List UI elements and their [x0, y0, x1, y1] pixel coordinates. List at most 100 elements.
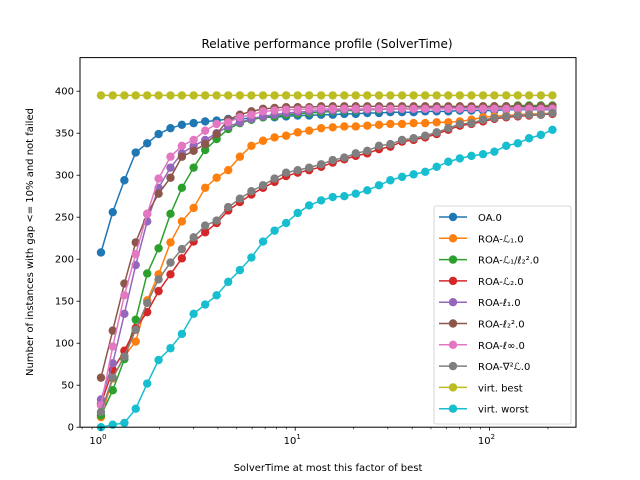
data-point — [351, 91, 360, 100]
data-point — [409, 104, 418, 114]
data-point — [340, 91, 349, 100]
data-point — [200, 145, 210, 155]
data-point — [212, 119, 221, 129]
data-point — [154, 189, 163, 198]
data-point — [304, 104, 314, 114]
data-point — [304, 201, 314, 210]
legend-item: OA.0 — [439, 212, 502, 224]
data-point — [189, 91, 198, 100]
data-point — [189, 163, 198, 172]
data-point — [478, 104, 488, 114]
data-point — [444, 91, 453, 100]
data-point — [247, 141, 256, 150]
data-point — [304, 163, 314, 172]
data-point — [548, 91, 557, 100]
data-point — [293, 128, 302, 137]
data-point — [281, 218, 291, 228]
data-point — [444, 118, 453, 127]
data-point — [455, 119, 465, 129]
data-point — [374, 120, 384, 129]
data-point — [166, 123, 175, 133]
data-point — [200, 300, 210, 309]
series-line — [100, 105, 553, 378]
data-point — [247, 110, 256, 119]
data-point — [513, 139, 523, 148]
data-point — [536, 130, 546, 140]
legend-item: ROA-ℒ₂.0 — [439, 276, 524, 288]
data-point — [142, 91, 152, 100]
data-point — [281, 91, 291, 100]
data-point — [177, 183, 187, 192]
data-point — [490, 104, 499, 114]
y-tick-label: 200 — [55, 255, 74, 266]
data-point — [224, 91, 233, 100]
legend-label: virt. best — [478, 383, 523, 394]
legend-item: virt. worst — [439, 404, 529, 416]
series-line — [100, 107, 553, 400]
data-point — [304, 126, 314, 135]
legend-marker — [448, 404, 458, 413]
data-point — [108, 373, 117, 382]
data-point — [421, 91, 430, 100]
data-point — [200, 228, 210, 237]
data-point — [397, 172, 407, 182]
data-point — [142, 379, 152, 388]
x-tick-label: 102 — [478, 433, 495, 447]
data-point — [363, 91, 372, 100]
data-point — [189, 203, 198, 213]
y-axis: 0 50 100 150 200 250 300 350 400 — [55, 87, 80, 434]
legend-label: ROA-ℓ∞.0 — [478, 341, 525, 352]
data-point — [166, 238, 175, 247]
x-axis-label: SolverTime at most this factor of best — [234, 463, 423, 474]
data-point — [108, 386, 117, 395]
series-line — [100, 108, 553, 253]
series-line — [100, 112, 553, 413]
data-point — [351, 149, 360, 158]
series-7 — [96, 108, 557, 417]
data-point — [131, 404, 140, 413]
data-point — [524, 134, 534, 143]
data-point — [281, 105, 291, 114]
data-point — [409, 134, 418, 143]
data-point — [177, 217, 187, 226]
legend-marker — [448, 319, 458, 328]
data-point — [200, 221, 210, 230]
data-point — [212, 91, 221, 100]
legend-marker — [448, 340, 458, 349]
data-point — [177, 244, 187, 254]
x-tick-label: 101 — [284, 433, 301, 447]
data-point — [270, 106, 279, 115]
data-point — [224, 118, 233, 127]
data-point — [467, 104, 476, 114]
data-point — [120, 352, 129, 361]
data-point — [293, 105, 302, 114]
data-point — [270, 226, 279, 235]
series-line — [100, 108, 553, 406]
data-point — [432, 104, 441, 114]
data-point — [386, 119, 395, 129]
data-point — [444, 157, 453, 166]
data-point — [270, 133, 279, 142]
data-point — [166, 258, 175, 267]
data-point — [131, 337, 140, 346]
data-point — [154, 174, 163, 183]
x-axis: 100 101 102 — [81, 427, 549, 447]
legend-label: ROA-ℒ₂.0 — [478, 277, 524, 288]
data-point — [189, 309, 198, 318]
data-point — [513, 91, 523, 100]
data-point — [421, 104, 430, 114]
data-point — [235, 91, 245, 100]
data-point — [502, 104, 511, 114]
legend-item: ROA-ℓ∞.0 — [439, 340, 525, 352]
data-point — [524, 104, 534, 114]
data-point — [154, 129, 163, 139]
data-point — [421, 131, 430, 140]
y-tick-label: 150 — [55, 297, 74, 308]
data-point — [328, 123, 337, 132]
data-point — [363, 104, 372, 114]
data-point — [258, 107, 268, 116]
data-point — [478, 150, 488, 159]
data-point — [502, 112, 511, 121]
data-point — [421, 118, 430, 128]
